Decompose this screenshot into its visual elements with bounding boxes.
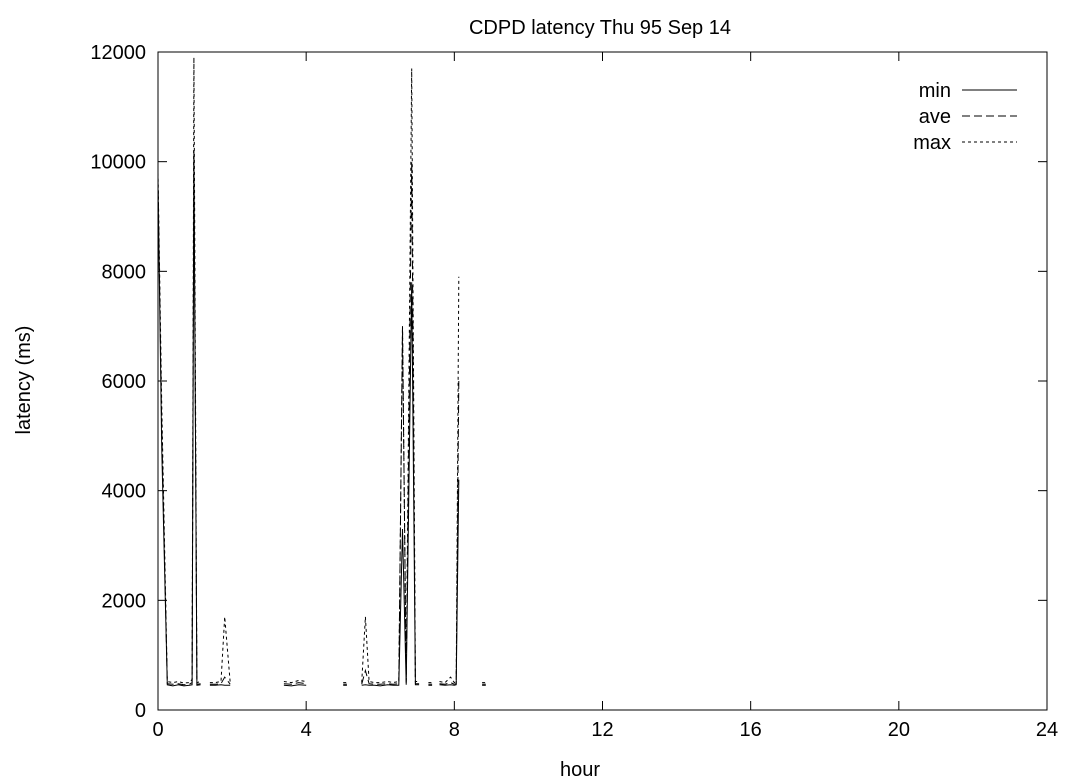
series-ave — [157, 150, 486, 686]
chart-title: CDPD latency Thu 95 Sep 14 — [469, 17, 731, 39]
series-max-line — [361, 68, 420, 684]
series-ave-line — [283, 682, 307, 685]
x-tick-label: 0 — [152, 719, 163, 741]
y-axis-label: latency (ms) — [13, 326, 35, 435]
y-tick-label: 4000 — [102, 481, 147, 503]
legend-label-min: min — [919, 80, 951, 102]
series-max-line — [283, 679, 307, 684]
series-min-line — [209, 684, 231, 686]
y-tick-label: 0 — [135, 700, 146, 722]
x-tick-label: 20 — [888, 719, 910, 741]
y-axis: 0 2000 4000 6000 8000 10000 12000 — [90, 42, 1047, 722]
x-axis-label: hour — [560, 759, 600, 781]
x-tick-label: 12 — [591, 719, 613, 741]
legend: min ave max — [913, 80, 1017, 154]
legend-label-max: max — [913, 132, 951, 154]
x-tick-label: 4 — [301, 719, 312, 741]
series-ave-line — [209, 676, 231, 685]
series-max — [157, 57, 486, 684]
series-min-line — [283, 684, 307, 687]
x-tick-label: 24 — [1036, 719, 1058, 741]
series-max-line — [439, 276, 460, 684]
series-ave-line — [439, 380, 460, 685]
x-axis: 0 4 8 12 16 20 24 — [152, 52, 1058, 741]
legend-label-ave: ave — [919, 106, 951, 128]
y-tick-label: 12000 — [90, 42, 146, 64]
x-tick-label: 16 — [740, 719, 762, 741]
y-tick-label: 10000 — [90, 152, 146, 174]
series-min — [157, 156, 486, 687]
series-min-line — [361, 282, 420, 687]
series-ave-line — [361, 161, 420, 685]
series-max-line — [157, 57, 201, 684]
y-tick-label: 2000 — [102, 590, 147, 612]
y-tick-label: 8000 — [102, 261, 147, 283]
series-max-line — [209, 616, 231, 684]
series-lines — [157, 57, 486, 687]
x-tick-label: 8 — [449, 719, 460, 741]
series-ave-line — [157, 150, 201, 686]
y-tick-label: 6000 — [102, 371, 147, 393]
